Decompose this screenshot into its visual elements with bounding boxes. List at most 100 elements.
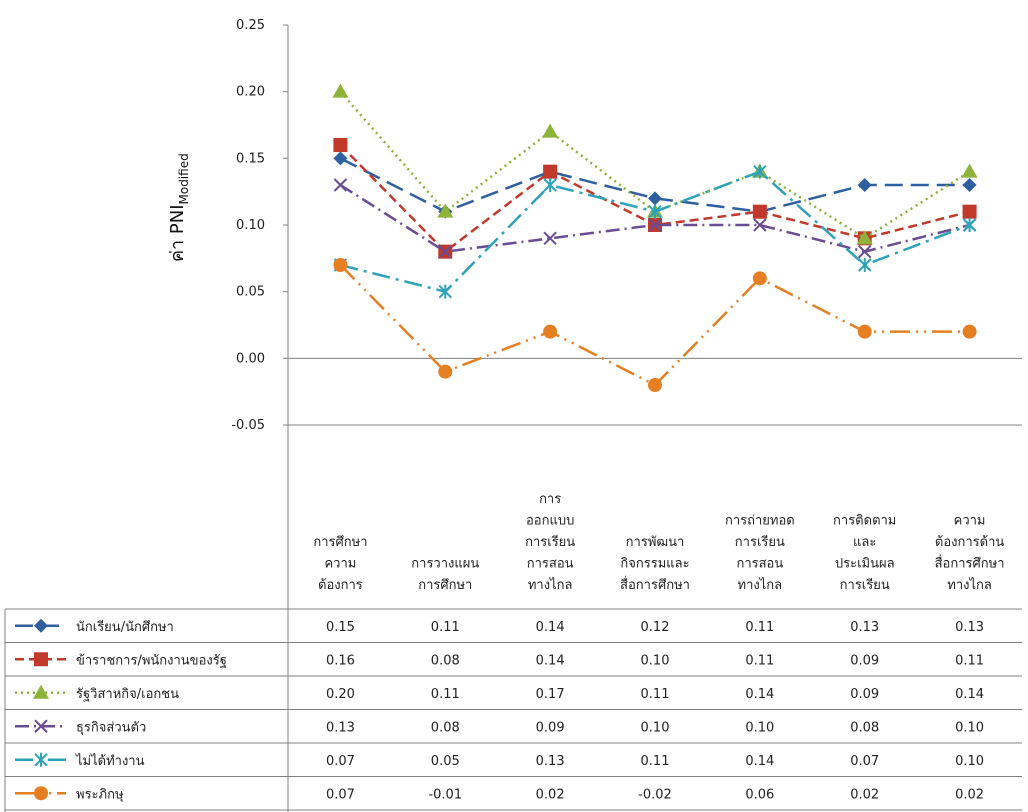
- table-cell: 0.11: [745, 653, 774, 668]
- table-cell: 0.14: [536, 653, 565, 668]
- category-label-line: การถ่ายทอด: [725, 514, 795, 529]
- table-cell: 0.13: [850, 620, 879, 635]
- legend-key: [15, 684, 66, 699]
- category-label-line: การศึกษา: [313, 535, 367, 550]
- data-point: [333, 138, 348, 152]
- category-label-line: การ: [539, 492, 561, 507]
- table-cell: 0.14: [745, 754, 774, 769]
- y-axis-ticks: 0.25 0.20 0.15 0.10 0.05 0.00 -0.05: [231, 18, 288, 433]
- data-point: [333, 178, 348, 192]
- data-point: [857, 178, 872, 192]
- table-cell: 0.11: [641, 754, 670, 769]
- data-point: [858, 244, 872, 259]
- table-cell: 0.10: [955, 754, 984, 769]
- table-cell: 0.02: [850, 787, 879, 802]
- table-cell: 0.14: [955, 687, 984, 702]
- legend-key: [15, 652, 66, 667]
- table-cell: 0.09: [850, 653, 879, 668]
- table-row: รัฐวิสาหกิจ/เอกชน 0.20 0.11 0.17 0.11 0.14 0.0…: [5, 684, 1022, 710]
- table-cell: 0.17: [536, 687, 565, 702]
- category-label-line: สื่อการศึกษา: [620, 576, 690, 593]
- table-cell: 0.14: [536, 620, 565, 635]
- series-6: [333, 258, 977, 392]
- data-point: [543, 178, 557, 192]
- table-cell: 0.13: [536, 754, 565, 769]
- data-point: [437, 203, 454, 218]
- series-layer: [332, 83, 978, 392]
- table-cell: 0.02: [536, 787, 565, 802]
- data-point: [648, 191, 662, 206]
- data-point: [543, 164, 558, 179]
- category-label-line: ความ: [324, 557, 356, 572]
- table-cell: 0.05: [431, 754, 460, 769]
- legend-key: [15, 719, 66, 733]
- category-labels: การศึกษาความต้องการการวางแผนการศึกษาการอ…: [313, 492, 1004, 593]
- table-row: ธุรกิจส่วนตัว 0.13 0.08 0.09 0.10 0.10 0.08 0.1…: [5, 719, 1022, 744]
- category-label-line: การเรียน: [525, 534, 575, 550]
- category-label-line: ออกแบบ: [526, 514, 574, 529]
- legend-label: ข้าราชการ/พนักงานของรัฐ: [76, 653, 227, 668]
- category-label-line: ประเมินผล: [835, 557, 895, 572]
- legend-key-marker: [34, 752, 48, 767]
- y-tick-label: 0.25: [236, 18, 265, 33]
- data-point: [333, 258, 348, 272]
- category-label-line: การสอน: [736, 557, 783, 572]
- data-point: [753, 218, 767, 232]
- table-cell: 0.09: [536, 720, 565, 735]
- category-label-line: สื่อการศึกษา: [935, 555, 1005, 572]
- data-point: [753, 164, 767, 179]
- table-cell: 0.15: [326, 620, 355, 635]
- category-label-line: การวางแผน: [411, 557, 479, 572]
- category-label-line: การพัฒนา: [626, 535, 685, 550]
- category-label-line: ทางไกล: [528, 577, 573, 593]
- table-cell: 0.02: [955, 787, 984, 802]
- legend-label: นักเรียน/นักศึกษา: [76, 619, 174, 635]
- data-point: [648, 378, 662, 392]
- y-axis-title-main: ค่า PNI: [167, 205, 188, 263]
- data-point: [961, 163, 978, 178]
- data-point: [333, 151, 348, 166]
- table-cell: 0.10: [955, 720, 984, 735]
- table-cell: 0.13: [955, 620, 984, 635]
- data-table: นักเรียน/นักศึกษา 0.15 0.11 0.14 0.12 0.11 0.1…: [4, 608, 1022, 812]
- data-point: [856, 230, 873, 245]
- data-point: [858, 258, 872, 272]
- category-label-line: ต้องการด้าน: [935, 535, 1004, 550]
- category-label-line: การเรียน: [840, 577, 890, 593]
- table-cell: 0.10: [641, 720, 670, 735]
- category-label-line: การเรียน: [735, 534, 785, 550]
- table-cell: 0.10: [745, 720, 774, 735]
- legend-key-marker: [34, 652, 48, 667]
- svg-text:ค่า PNIModified: ค่า PNIModified: [167, 153, 191, 262]
- table-cell: 0.11: [431, 687, 460, 702]
- table-cell: 0.11: [431, 620, 460, 635]
- category-label-line: การติดตาม: [833, 514, 896, 529]
- series-line: [339, 264, 970, 387]
- data-point: [752, 271, 767, 286]
- data-point: [332, 83, 349, 98]
- data-point: [438, 364, 453, 379]
- legend-key: [15, 752, 66, 767]
- table-cell: 0.11: [641, 687, 670, 702]
- table-cell: 0.11: [955, 653, 984, 668]
- category-label-line: การสอน: [527, 557, 574, 572]
- table-cell: 0.11: [745, 620, 774, 635]
- table-cell: 0.07: [326, 754, 355, 769]
- table-cell: 0.10: [641, 653, 670, 668]
- table-row: ไม่ได้ทำงาน 0.07 0.05 0.13 0.11 0.14 0.07 0.10: [5, 752, 1022, 777]
- table-cell: -0.02: [638, 787, 672, 802]
- category-label-line: กิจกรรมและ: [620, 557, 689, 572]
- y-tick-label: 0.00: [236, 351, 265, 366]
- legend-label: รัฐวิสาหกิจ/เอกชน: [76, 687, 179, 702]
- data-point: [438, 244, 452, 259]
- legend-key-marker: [34, 786, 48, 801]
- legend-key: [15, 618, 66, 633]
- y-tick-label: -0.05: [231, 418, 265, 433]
- legend-key-marker: [34, 618, 48, 633]
- table-cell: -0.01: [428, 787, 462, 802]
